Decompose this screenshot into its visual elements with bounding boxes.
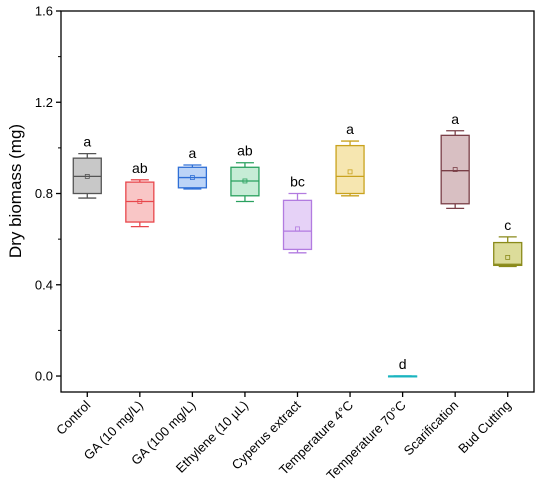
significance-letter: bc (290, 174, 305, 190)
mean-marker (295, 226, 300, 232)
y-tick-label: 0.4 (35, 277, 53, 292)
significance-letter: c (504, 217, 511, 233)
significance-letter: a (346, 121, 354, 137)
y-tick-label: 1.2 (35, 95, 53, 110)
box-3: a (177, 145, 208, 190)
y-tick-label: 0.8 (35, 186, 53, 201)
mean-marker (452, 167, 458, 172)
significance-letter: ab (237, 143, 253, 159)
y-tick-label: 0.0 (35, 369, 53, 384)
mean-marker (242, 178, 248, 184)
x-tick-label: Bud Cutting (455, 398, 514, 457)
y-tick-label: 1.6 (35, 4, 53, 19)
iqr-box (282, 199, 313, 251)
box-9: c (493, 217, 523, 268)
box-6: a (335, 121, 365, 197)
significance-letter: ab (132, 160, 148, 176)
box-4: ab (230, 143, 260, 203)
box-8: a (440, 111, 470, 209)
box-series: a ab a ab bc a d a c (72, 111, 523, 378)
box-7: d (387, 356, 418, 378)
mean-marker (189, 175, 195, 180)
y-axis-title: Dry biomass (mg) (6, 124, 25, 258)
mean-marker (505, 254, 511, 260)
significance-letter: a (83, 134, 91, 150)
iqr-box (493, 241, 523, 267)
mean-marker (137, 199, 143, 204)
significance-letter: a (451, 111, 459, 127)
significance-letter: d (399, 356, 407, 372)
box-1: a (72, 134, 102, 199)
box-5: bc (282, 174, 313, 254)
mean-marker (84, 174, 90, 179)
mean-marker (347, 169, 353, 175)
iqr-box (440, 134, 470, 205)
significance-letter: a (188, 145, 196, 161)
x-tick-label: Control (53, 397, 93, 437)
y-axis: 0.0 0.4 0.8 1.2 1.6 (35, 4, 61, 384)
box-2: ab (125, 160, 155, 228)
x-tick-label: Scarification (401, 398, 462, 459)
